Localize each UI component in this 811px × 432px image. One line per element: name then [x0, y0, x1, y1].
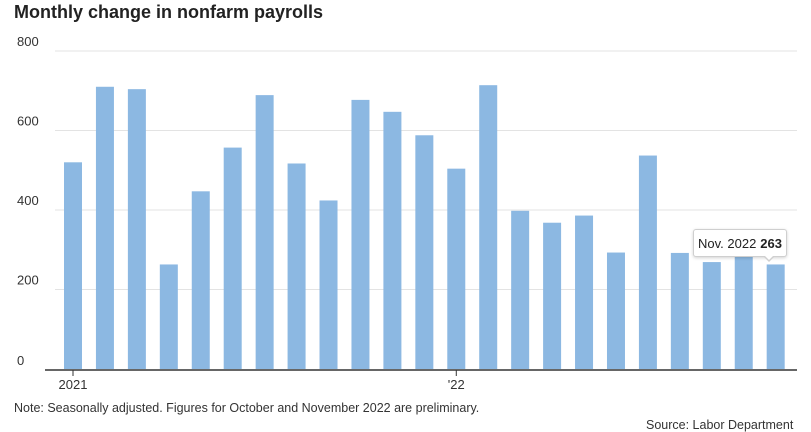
bar — [223, 147, 242, 369]
tooltip-pointer-fill — [764, 255, 774, 260]
bar — [575, 215, 594, 369]
x-tick-label: 2021 — [59, 377, 88, 392]
bar — [319, 200, 338, 369]
bar — [479, 85, 498, 369]
bar — [383, 111, 402, 369]
y-tick-label: 200 — [17, 273, 39, 288]
y-tick-label: 800 — [17, 34, 39, 49]
bar — [734, 256, 753, 369]
bar — [64, 162, 82, 369]
bar — [670, 252, 689, 369]
bar — [766, 264, 785, 369]
chart-note: Note: Seasonally adjusted. Figures for O… — [14, 401, 480, 415]
bar — [95, 86, 114, 370]
bar — [255, 95, 274, 369]
bar — [351, 99, 370, 369]
bar — [511, 210, 530, 369]
tooltip-value: 263 — [760, 235, 782, 251]
tooltip-label: Nov. 2022 — [698, 235, 757, 251]
chart-source: Source: Labor Department — [646, 418, 794, 432]
bar — [638, 155, 657, 369]
bar — [287, 163, 306, 369]
bar — [606, 252, 625, 369]
y-tick-label: 600 — [17, 114, 39, 129]
bar — [191, 191, 210, 369]
bar — [159, 264, 178, 369]
x-tick-label: '22 — [448, 377, 465, 392]
bar — [415, 135, 434, 369]
bar — [543, 222, 562, 369]
y-tick-label: 400 — [17, 193, 39, 208]
bar-tooltip: Nov. 2022 263 — [693, 229, 787, 257]
chart-title: Monthly change in nonfarm payrolls — [14, 2, 324, 22]
y-tick-label: 0 — [17, 353, 24, 368]
bar — [127, 89, 146, 369]
bar — [447, 168, 466, 369]
bar — [702, 262, 721, 369]
